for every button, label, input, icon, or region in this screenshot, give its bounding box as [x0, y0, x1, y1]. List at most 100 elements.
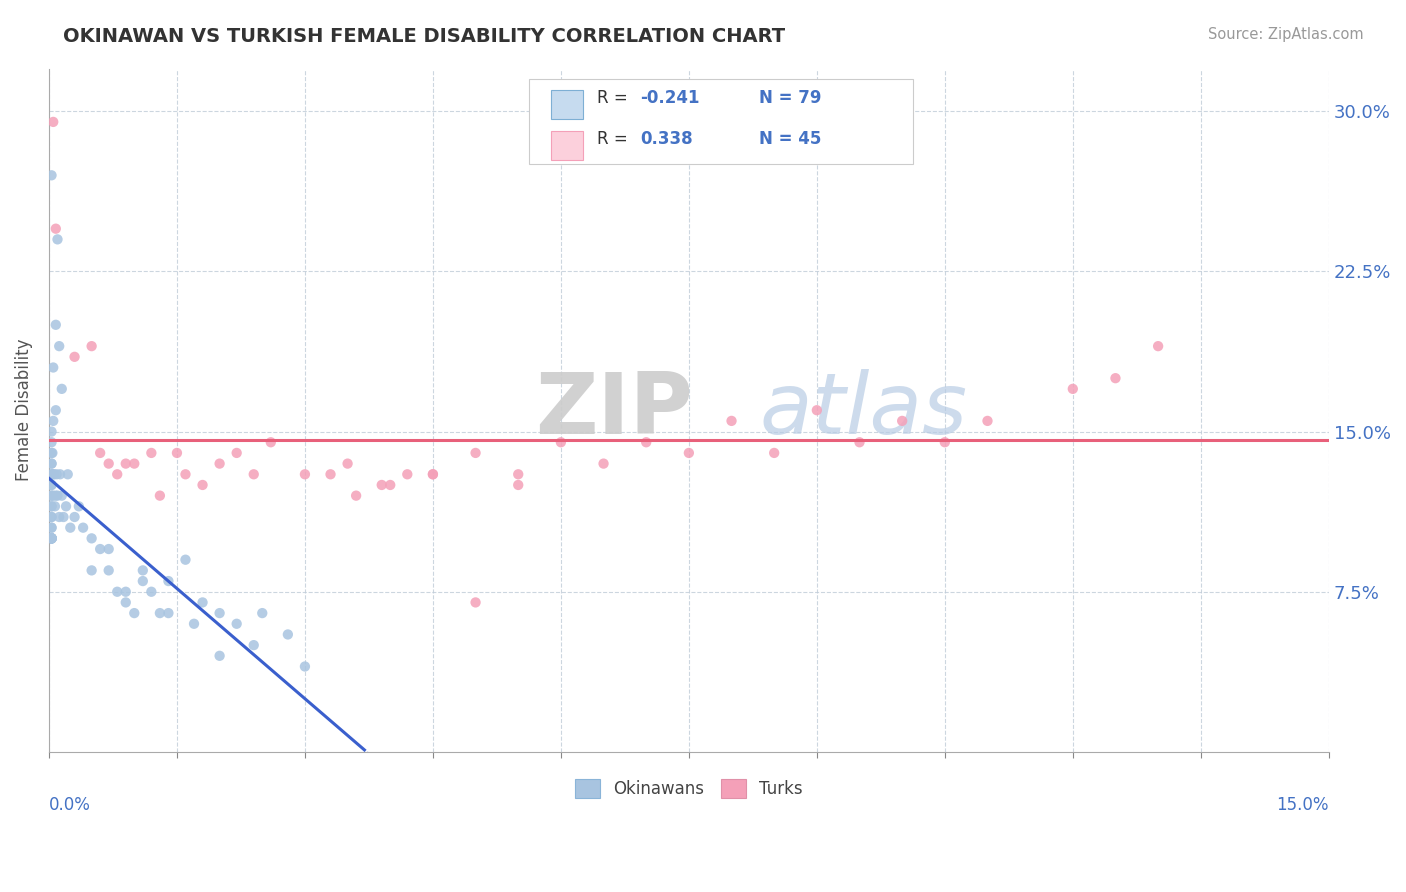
- Point: [319, 467, 342, 482]
- Point: [45, 467, 67, 482]
- Point: [225, 446, 247, 460]
- Point: [41, 532, 63, 546]
- Point: [52, 510, 75, 524]
- Point: [41, 478, 63, 492]
- Point: [157, 606, 180, 620]
- Point: [149, 606, 172, 620]
- Point: [41, 489, 63, 503]
- Point: [41, 532, 63, 546]
- Point: [97, 542, 120, 557]
- Text: atlas: atlas: [759, 368, 967, 451]
- Point: [41, 532, 63, 546]
- Point: [422, 467, 444, 482]
- Point: [97, 563, 120, 577]
- Point: [41, 500, 63, 514]
- Point: [97, 457, 120, 471]
- Point: [59, 521, 82, 535]
- Point: [48, 510, 70, 524]
- Text: N = 79: N = 79: [759, 88, 821, 107]
- Point: [42, 115, 65, 129]
- Point: [41, 532, 63, 546]
- Point: [89, 446, 111, 460]
- Point: [380, 478, 402, 492]
- Point: [1147, 339, 1170, 353]
- Text: 15.0%: 15.0%: [1277, 797, 1329, 814]
- Point: [370, 478, 392, 492]
- Point: [149, 489, 172, 503]
- Point: [720, 414, 742, 428]
- Point: [132, 563, 155, 577]
- Point: [42, 489, 65, 503]
- Point: [166, 446, 188, 460]
- Point: [508, 467, 530, 482]
- Point: [46, 232, 69, 246]
- Point: [550, 435, 572, 450]
- Point: [41, 532, 63, 546]
- Point: [55, 500, 77, 514]
- Point: [277, 627, 299, 641]
- Point: [508, 478, 530, 492]
- Point: [294, 467, 316, 482]
- Text: -0.241: -0.241: [640, 88, 700, 107]
- Point: [41, 425, 63, 439]
- Point: [191, 478, 214, 492]
- Point: [336, 457, 359, 471]
- Point: [41, 532, 63, 546]
- Text: Source: ZipAtlas.com: Source: ZipAtlas.com: [1208, 27, 1364, 42]
- Point: [89, 542, 111, 557]
- Point: [41, 510, 63, 524]
- Point: [124, 606, 146, 620]
- Point: [72, 521, 94, 535]
- Point: [848, 435, 870, 450]
- Point: [132, 574, 155, 588]
- Point: [42, 467, 65, 482]
- Point: [41, 435, 63, 450]
- Point: [976, 414, 998, 428]
- Point: [45, 221, 67, 235]
- Point: [41, 532, 63, 546]
- Point: [41, 532, 63, 546]
- Text: R =: R =: [596, 129, 633, 147]
- Point: [124, 457, 146, 471]
- Point: [464, 446, 486, 460]
- Point: [225, 616, 247, 631]
- Point: [242, 467, 264, 482]
- Point: [63, 510, 86, 524]
- Point: [41, 521, 63, 535]
- Point: [806, 403, 828, 417]
- Point: [45, 489, 67, 503]
- Point: [294, 659, 316, 673]
- Point: [67, 500, 90, 514]
- Point: [678, 446, 700, 460]
- Point: [105, 467, 128, 482]
- Point: [80, 532, 103, 546]
- Point: [63, 350, 86, 364]
- Point: [41, 532, 63, 546]
- Point: [41, 467, 63, 482]
- Point: [763, 446, 786, 460]
- Point: [46, 489, 69, 503]
- FancyBboxPatch shape: [529, 78, 912, 164]
- Point: [260, 435, 283, 450]
- Point: [45, 318, 67, 332]
- Point: [105, 584, 128, 599]
- Point: [592, 457, 614, 471]
- Point: [80, 339, 103, 353]
- Legend: Okinawans, Turks: Okinawans, Turks: [568, 772, 810, 805]
- Point: [208, 606, 231, 620]
- Point: [114, 584, 136, 599]
- Point: [1062, 382, 1084, 396]
- Point: [41, 457, 63, 471]
- Point: [41, 521, 63, 535]
- Point: [636, 435, 658, 450]
- Point: [114, 457, 136, 471]
- Point: [41, 446, 63, 460]
- Point: [42, 467, 65, 482]
- Text: N = 45: N = 45: [759, 129, 821, 147]
- Text: OKINAWAN VS TURKISH FEMALE DISABILITY CORRELATION CHART: OKINAWAN VS TURKISH FEMALE DISABILITY CO…: [63, 27, 786, 45]
- Point: [1104, 371, 1126, 385]
- Point: [252, 606, 274, 620]
- Point: [51, 489, 73, 503]
- Point: [44, 500, 66, 514]
- Point: [114, 595, 136, 609]
